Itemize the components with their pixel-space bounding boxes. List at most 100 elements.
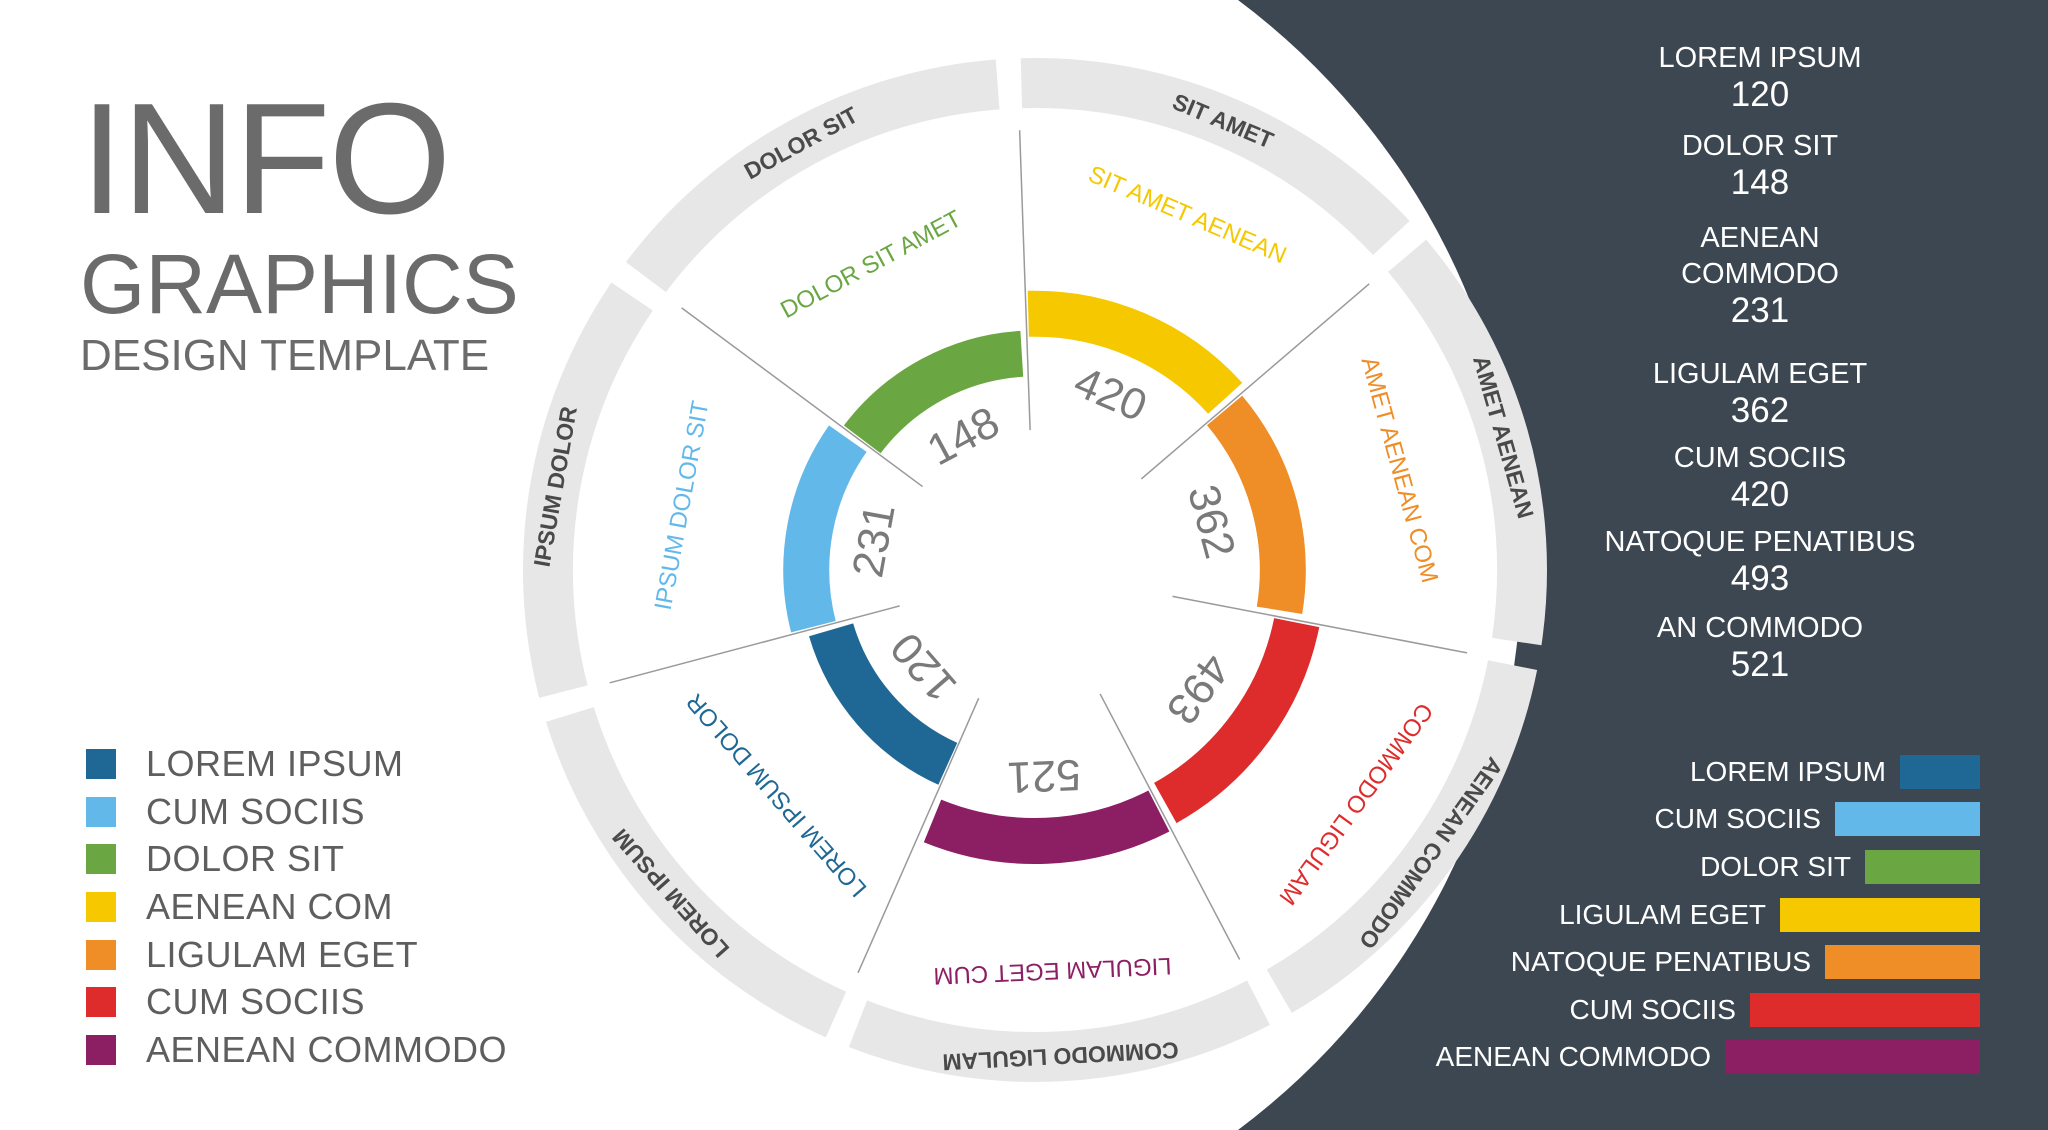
value-arc [843,330,1024,454]
legend-label: CUM SOCIIS [146,981,366,1023]
divider-line [857,697,980,974]
left-legend: LOREM IPSUM CUM SOCIIS DOLOR SIT AENEAN COM… [86,740,507,1074]
divider-line [609,605,900,684]
outer-ring-segment [1020,58,1410,256]
bar-row: LIGULAM EGET [1436,891,1980,939]
value-arc [1027,290,1243,414]
stat-value: 521 [1730,645,1790,684]
outer-ring-segment [848,980,1270,1083]
stat-item: LIGULAM EGET 362 [1560,356,1960,430]
stat-value: 148 [1730,163,1790,202]
legend-swatch [86,891,116,922]
stat-item: DOLOR SIT 148 [1560,128,1960,202]
divider-line [1018,130,1031,431]
bar [1900,754,1980,789]
bar [1865,849,1980,884]
divider-line [1099,693,1241,960]
value-arc [809,622,958,785]
stat-value: 120 [1730,75,1790,114]
bar-label: LOREM IPSUM [1689,755,1886,787]
legend-swatch [86,939,116,970]
divider-line [1172,595,1468,654]
value-label: 148 [919,397,1007,475]
legend-swatch [86,987,116,1018]
bar-label: CUM SOCIIS [1654,803,1821,835]
value-label: 420 [1067,357,1154,431]
legend-label: CUM SOCIIS [146,790,366,832]
legend-label: LIGULAM EGET [146,933,419,975]
stat-label: AN COMMODO [1656,612,1864,644]
legend-item: CUM SOCIIS [86,788,507,836]
value-label: 493 [1157,645,1240,733]
stat-label: DOLOR SIT [1681,130,1839,162]
outer-ring-label: LOREM IPSUM [607,824,734,963]
legend-swatch [86,844,116,875]
bar-label: AENEAN COMMODO [1435,1041,1711,1073]
legend-item: LIGULAM EGET [86,931,507,979]
stat-value: 493 [1730,559,1790,598]
outer-ring-segment [523,282,653,698]
divider-line [1140,283,1370,480]
legend-item: AENEAN COM [86,883,507,931]
value-arc [1153,617,1320,824]
value-arc [923,790,1170,865]
outer-ring-segment [1266,660,1538,1013]
stat-item: LOREM IPSUM 120 [1560,40,1960,114]
series-name-label: LOREM IPSUM DOLOR [681,688,872,902]
legend-label: AENEAN COMMODO [146,1028,508,1070]
stat-value: 420 [1730,475,1790,514]
legend-item: LOREM IPSUM [86,740,507,788]
bar-row: CUM SOCIIS [1436,796,1980,844]
stat-label: LOREM IPSUM [1658,42,1862,74]
title-block: INFO GRAPHICS DESIGN TEMPLATE [80,80,519,378]
bar-row: AENEAN COMMODO [1436,1034,1980,1082]
stat-item: NATOQUE PENATIBUS 493 [1560,524,1960,598]
value-label: 231 [843,500,904,581]
stat-item: AN COMMODO 521 [1560,610,1960,684]
stat-label: NATOQUE PENATIBUS [1604,526,1916,558]
bar [1780,897,1980,932]
stat-item: AENEAN COMMODO 231 [1560,220,1960,330]
outer-ring-segment [625,59,1000,293]
legend-label: DOLOR SIT [146,838,345,880]
title-design-template: DESIGN TEMPLATE [80,331,490,380]
bar-label: LIGULAM EGET [1559,898,1766,930]
stat-value: 362 [1730,391,1790,430]
bar [1835,802,1980,837]
legend-label: AENEAN COM [146,885,394,927]
right-bar-chart: LOREM IPSUM CUM SOCIIS DOLOR SIT LIGULAM EG… [1436,748,1980,1081]
value-label: 521 [1006,750,1081,802]
bar-row: NATOQUE PENATIBUS [1436,938,1980,986]
bar-label: NATOQUE PENATIBUS [1510,946,1811,978]
value-label: 362 [1178,480,1245,564]
legend-item: DOLOR SIT [86,835,507,883]
stat-value: 231 [1730,291,1790,330]
stat-label: AENEAN COMMODO [1681,222,1839,290]
value-arc [1206,395,1306,615]
bar-row: DOLOR SIT [1436,843,1980,891]
bar [1750,992,1980,1027]
bar-label: DOLOR SIT [1700,850,1851,882]
outer-ring-segment [1387,239,1547,646]
title-info: INFO [80,71,451,247]
bar-row: LOREM IPSUM [1436,748,1980,796]
series-name-label: AMET AENEAN COM [1355,354,1443,586]
outer-ring-segment [546,707,847,1038]
bar-row: CUM SOCIIS [1436,986,1980,1034]
series-name-label: IPSUM DOLOR SIT [650,398,715,612]
legend-swatch [86,748,116,779]
legend-item: CUM SOCIIS [86,978,507,1026]
legend-label: LOREM IPSUM [146,742,404,784]
stat-label: CUM SOCIIS [1673,442,1847,474]
bar [1825,945,1980,980]
series-name-label: LIGULAM EGET CUM [933,952,1172,989]
stat-item: CUM SOCIIS 420 [1560,440,1960,514]
series-name-label: DOLOR SIT AMET [776,205,966,324]
legend-item: AENEAN COMMODO [86,1026,507,1074]
bar [1725,1040,1980,1075]
bar-label: CUM SOCIIS [1569,993,1736,1025]
series-name-label: SIT AMET AENEAN [1084,161,1290,270]
title-graphics: GRAPHICS [80,237,519,331]
